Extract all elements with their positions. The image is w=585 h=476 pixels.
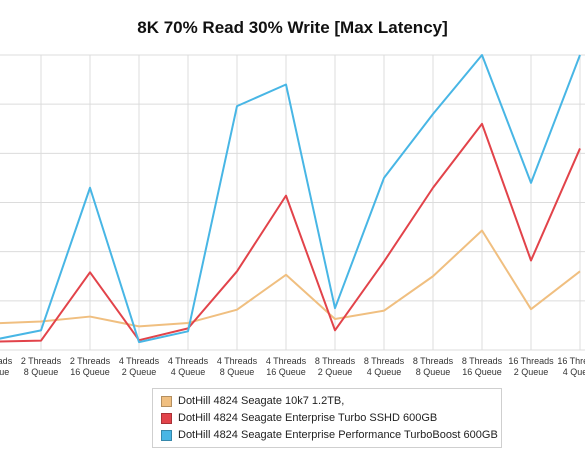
legend-item: DotHill 4824 Seagate Enterprise Performa… bbox=[161, 427, 498, 443]
x-tick-label-line: 2 Queue bbox=[0, 367, 9, 377]
x-tick-label: 4 Threads 2 Queue bbox=[119, 356, 160, 377]
x-tick-label: 2 Threads 8 Queue bbox=[21, 356, 62, 377]
x-tick-label-line: 4 Threads bbox=[119, 356, 160, 366]
legend-label: DotHill 4824 Seagate Enterprise Performa… bbox=[178, 429, 498, 441]
x-tick-label-line: 16 Queue bbox=[462, 367, 502, 377]
x-tick-label: 4 Threads 8 Queue bbox=[217, 356, 258, 377]
legend-swatch bbox=[161, 412, 172, 424]
x-tick-label-line: 4 Queue bbox=[563, 367, 585, 377]
x-tick-label-line: 16 Threads bbox=[557, 356, 585, 366]
x-tick-label-line: 4 Threads bbox=[217, 356, 258, 366]
legend-swatch bbox=[161, 429, 172, 441]
legend-label: DotHill 4824 Seagate Enterprise Turbo SS… bbox=[178, 412, 438, 424]
x-tick-label: 4 Threads 16 Queue bbox=[266, 356, 307, 377]
x-tick-label-line: 8 Threads bbox=[462, 356, 503, 366]
x-tick-label-line: 4 Queue bbox=[171, 367, 206, 377]
x-tick-label-line: 8 Threads bbox=[364, 356, 405, 366]
series-line bbox=[0, 122, 581, 343]
x-tick-label-line: 16 Queue bbox=[70, 367, 110, 377]
series-lines bbox=[0, 54, 581, 344]
x-tick-label-line: 1 Threads bbox=[0, 356, 13, 366]
x-tick-label-line: 8 Queue bbox=[416, 367, 451, 377]
series-line bbox=[0, 54, 581, 344]
series-line bbox=[0, 229, 581, 328]
grid bbox=[0, 54, 585, 351]
x-tick-label: 8 Threads 16 Queue bbox=[462, 356, 503, 377]
x-tick-label-line: 2 Queue bbox=[122, 367, 157, 377]
x-tick-label-line: 4 Threads bbox=[168, 356, 209, 366]
x-tick-label-line: 16 Threads bbox=[508, 356, 554, 366]
x-tick-label: 4 Threads 4 Queue bbox=[168, 356, 209, 377]
x-tick-label-line: 8 Queue bbox=[24, 367, 59, 377]
x-tick-label-line: 8 Queue bbox=[220, 367, 255, 377]
legend-swatch bbox=[161, 395, 172, 407]
x-tick-label-line: 16 Queue bbox=[266, 367, 306, 377]
x-tick-label: 8 Threads 4 Queue bbox=[364, 356, 405, 377]
x-tick-label: 16 Threads 2 Queue bbox=[508, 356, 554, 377]
legend: DotHill 4824 Seagate 10k7 1.2TB, DotHill… bbox=[152, 388, 502, 448]
x-tick-label-line: 4 Threads bbox=[266, 356, 307, 366]
legend-item: DotHill 4824 Seagate Enterprise Turbo SS… bbox=[161, 410, 437, 426]
x-tick-label-line: 2 Queue bbox=[514, 367, 549, 377]
x-tick-label-line: 8 Threads bbox=[315, 356, 356, 366]
x-tick-label: 8 Threads 2 Queue bbox=[315, 356, 356, 377]
x-tick-label: 2 Threads 16 Queue bbox=[70, 356, 111, 377]
legend-item: DotHill 4824 Seagate 10k7 1.2TB, bbox=[161, 393, 344, 409]
x-tick-label-line: 2 Queue bbox=[318, 367, 353, 377]
x-tick-label-line: 8 Threads bbox=[413, 356, 454, 366]
legend-label: DotHill 4824 Seagate 10k7 1.2TB, bbox=[178, 395, 345, 407]
chart-title: 8K 70% Read 30% Write [Max Latency] bbox=[137, 18, 448, 37]
x-tick-label-line: 4 Queue bbox=[367, 367, 402, 377]
x-tick-label-line: 2 Threads bbox=[21, 356, 62, 366]
x-tick-label-line: 2 Threads bbox=[70, 356, 111, 366]
x-tick-label: 8 Threads 8 Queue bbox=[413, 356, 454, 377]
